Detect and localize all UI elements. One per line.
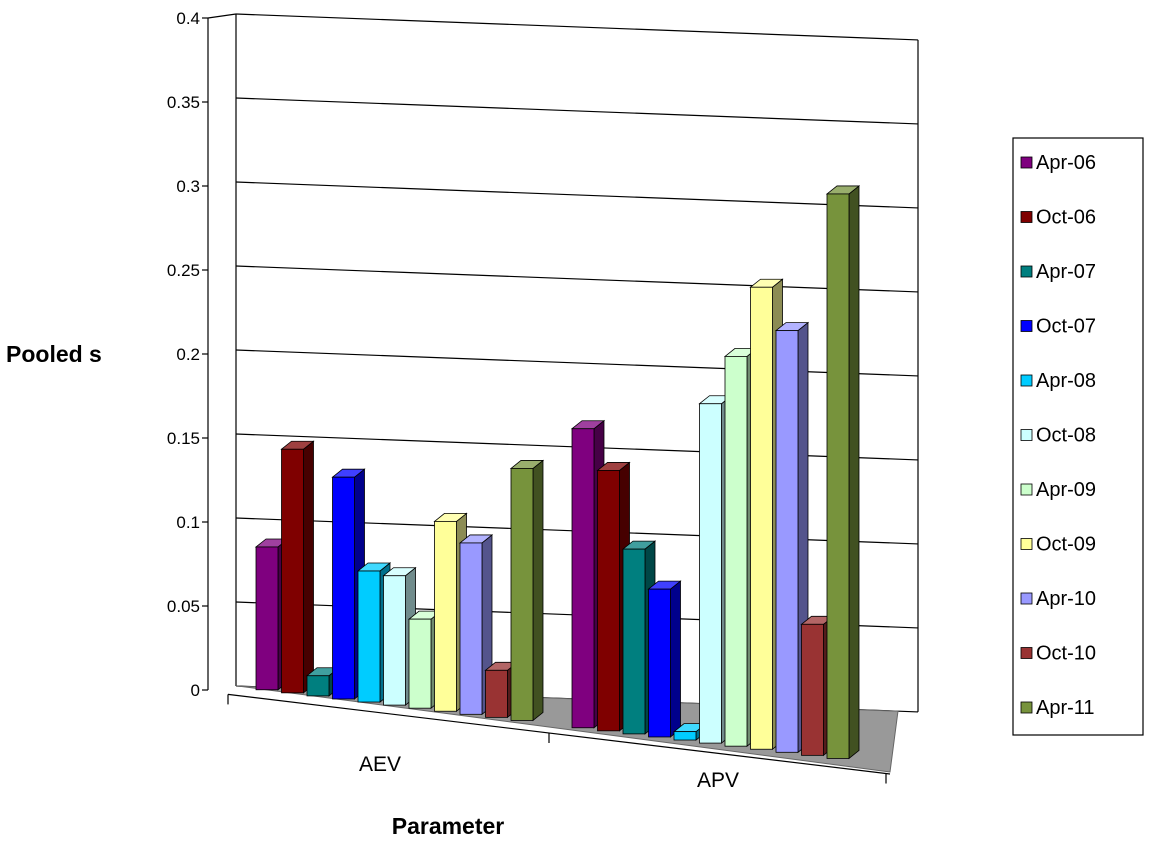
bar-front xyxy=(434,520,457,712)
x-axis-title: Parameter xyxy=(392,813,505,839)
bar xyxy=(647,580,682,738)
y-tick-label: 0.3 xyxy=(176,177,200,196)
legend-swatch xyxy=(1020,483,1033,496)
bar xyxy=(280,440,315,694)
bar-side xyxy=(670,580,681,738)
legend-swatch xyxy=(1020,429,1033,441)
bar-front xyxy=(750,286,773,750)
y-axis-title: Pooled s xyxy=(6,341,102,367)
legend-label: Apr-10 xyxy=(1036,588,1096,610)
legend-item: Apr-11 xyxy=(1020,697,1095,719)
bar-front xyxy=(724,356,748,747)
y-tick-label: 0.35 xyxy=(167,93,200,112)
legend-label: Oct-08 xyxy=(1036,425,1096,447)
bar-front xyxy=(699,403,722,744)
bar-front xyxy=(648,588,671,738)
legend-label: Oct-10 xyxy=(1036,643,1096,665)
bar-front xyxy=(408,618,432,709)
legend-box xyxy=(1012,137,1144,736)
y-tick-label: 0 xyxy=(191,681,200,700)
bar-front xyxy=(775,330,799,753)
bars xyxy=(254,185,861,760)
category-label: AEV xyxy=(359,753,401,776)
legend-item: Oct-10 xyxy=(1020,643,1096,665)
legend-swatch xyxy=(1020,211,1033,223)
legend-label: Apr-08 xyxy=(1036,370,1096,392)
bar xyxy=(825,185,861,760)
bar-front xyxy=(597,470,620,732)
bar-front xyxy=(485,669,508,718)
gridline xyxy=(235,349,919,377)
gridline xyxy=(235,13,919,41)
gridline xyxy=(235,181,919,209)
legend-item: Apr-06 xyxy=(1020,152,1096,174)
bar-front xyxy=(622,548,646,735)
y-tick-label: 0.2 xyxy=(176,345,200,364)
bar-front xyxy=(801,623,824,756)
category-label: APV xyxy=(697,769,739,792)
bar-front xyxy=(357,570,381,703)
bar-side xyxy=(303,440,314,694)
bar-front xyxy=(306,675,330,697)
legend-label: Oct-07 xyxy=(1036,316,1096,338)
legend-swatch xyxy=(1020,592,1033,605)
side-wall-top-edge xyxy=(207,13,237,19)
bar-side xyxy=(848,185,860,760)
bar-front xyxy=(332,476,355,700)
legend-item: Apr-07 xyxy=(1020,261,1096,283)
legend-item: Oct-07 xyxy=(1020,316,1096,338)
gridline xyxy=(235,265,919,293)
legend-item: Oct-06 xyxy=(1020,207,1096,229)
legend-label: Apr-06 xyxy=(1036,152,1096,174)
legend-item: Apr-08 xyxy=(1020,370,1096,392)
y-tick-label: 0.05 xyxy=(167,597,200,616)
y-tick-label: 0.25 xyxy=(167,261,200,280)
legend-label: Apr-07 xyxy=(1036,261,1096,283)
bar xyxy=(509,459,545,722)
legend-swatch xyxy=(1020,701,1033,714)
legend-swatch xyxy=(1020,156,1033,169)
legend-label: Apr-11 xyxy=(1036,697,1095,719)
legend-item: Oct-08 xyxy=(1020,425,1096,447)
bar-front xyxy=(383,575,406,706)
legend-swatch xyxy=(1020,320,1033,332)
legend-swatch xyxy=(1020,647,1033,659)
y-tick-label: 0.1 xyxy=(176,513,200,532)
gridline xyxy=(235,97,919,125)
y-tick-label: 0.15 xyxy=(167,429,200,448)
bar-front xyxy=(673,731,697,741)
legend-label: Apr-09 xyxy=(1036,479,1096,501)
y-axis-ticks: 0 0.05 0.1 0.15 0.2 0.25 0.3 0.35 0.4 xyxy=(167,9,208,700)
bar-front xyxy=(459,542,483,715)
legend-label: Oct-06 xyxy=(1036,207,1096,229)
bar-front xyxy=(281,448,304,694)
y-tick-label: 0.4 xyxy=(176,9,200,28)
legend-swatch xyxy=(1020,265,1033,278)
legend-swatch xyxy=(1020,374,1033,387)
bar-front xyxy=(510,468,534,721)
legend-item: Oct-09 xyxy=(1020,534,1096,556)
bar-front xyxy=(571,428,595,729)
bar-side xyxy=(532,459,544,722)
legend-item: Apr-10 xyxy=(1020,588,1096,610)
x-axis-line xyxy=(227,693,891,775)
legend-swatch xyxy=(1020,538,1033,550)
bar-front xyxy=(826,193,850,759)
legend-label: Oct-09 xyxy=(1036,534,1096,556)
category-labels: AEV APV xyxy=(359,753,739,792)
legend-item: Apr-09 xyxy=(1020,479,1096,501)
bar-front xyxy=(255,546,279,691)
legend: Apr-06 Oct-06 Apr-07 Oct-07 Apr-08 Oct-08 Apr-… xyxy=(1012,137,1144,736)
